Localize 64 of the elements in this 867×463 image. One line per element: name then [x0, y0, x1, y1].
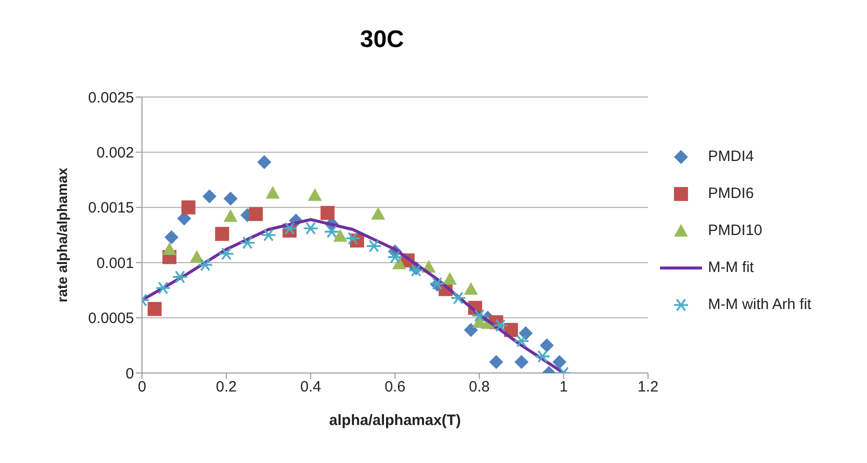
point	[450, 291, 466, 304]
y-tick-label: 0.0005	[88, 310, 134, 328]
point	[492, 319, 508, 332]
point	[552, 354, 566, 369]
x-tick-label: 0.8	[468, 378, 490, 396]
y-tick-label: 0.002	[96, 144, 134, 162]
legend-label: PMDI6	[708, 185, 754, 202]
point	[489, 354, 504, 369]
point	[302, 222, 319, 235]
x-axis-title: alpha/alphamax(T)	[329, 412, 461, 429]
x-tick-label: 1.2	[638, 378, 658, 396]
point	[464, 322, 478, 337]
point	[320, 206, 335, 220]
legend-label: M-M with Arh fit	[708, 296, 812, 313]
point	[202, 189, 216, 204]
x-tick-label: 1	[559, 378, 568, 396]
chart-title: 30C	[358, 26, 406, 54]
point	[148, 302, 162, 316]
point	[215, 226, 230, 241]
point	[442, 272, 457, 285]
point	[282, 222, 298, 235]
point	[371, 207, 386, 220]
y-tick-label: 0.0025	[88, 89, 134, 106]
point	[464, 282, 478, 295]
point	[471, 309, 488, 322]
point	[155, 281, 171, 294]
legend-label: M-M fit	[708, 259, 754, 276]
point	[162, 242, 176, 255]
point	[190, 250, 204, 263]
y-axis-title: rate alpha/alphamax	[54, 167, 70, 302]
point	[248, 207, 263, 222]
point	[308, 188, 322, 201]
point	[324, 225, 340, 238]
point	[392, 256, 406, 270]
point	[366, 240, 382, 253]
point	[181, 200, 196, 214]
point	[333, 229, 348, 242]
x-tick-label: 0.4	[300, 378, 322, 396]
point	[518, 326, 533, 340]
point	[514, 334, 530, 348]
y-tick-label: 0.0015	[88, 200, 134, 217]
point	[266, 186, 280, 199]
point	[257, 155, 272, 170]
point	[514, 354, 528, 369]
point	[218, 247, 234, 260]
point	[240, 236, 256, 250]
x-tick-label: 0.6	[384, 378, 406, 396]
point	[260, 228, 276, 242]
point	[534, 350, 550, 363]
point	[224, 192, 238, 206]
point	[164, 230, 179, 244]
point	[387, 250, 403, 264]
point	[224, 209, 238, 222]
point	[408, 264, 424, 277]
y-tick-label: 0.001	[96, 254, 134, 272]
x-tick-label: 0	[138, 378, 146, 396]
x-tick-label: 0.2	[216, 378, 237, 396]
y-tick-label: 0	[126, 365, 134, 382]
legend-label: PMDI4	[708, 148, 754, 165]
point	[172, 270, 188, 284]
point	[540, 338, 554, 352]
legend-label: PMDI10	[708, 222, 762, 239]
point	[344, 232, 361, 245]
point	[197, 258, 214, 272]
